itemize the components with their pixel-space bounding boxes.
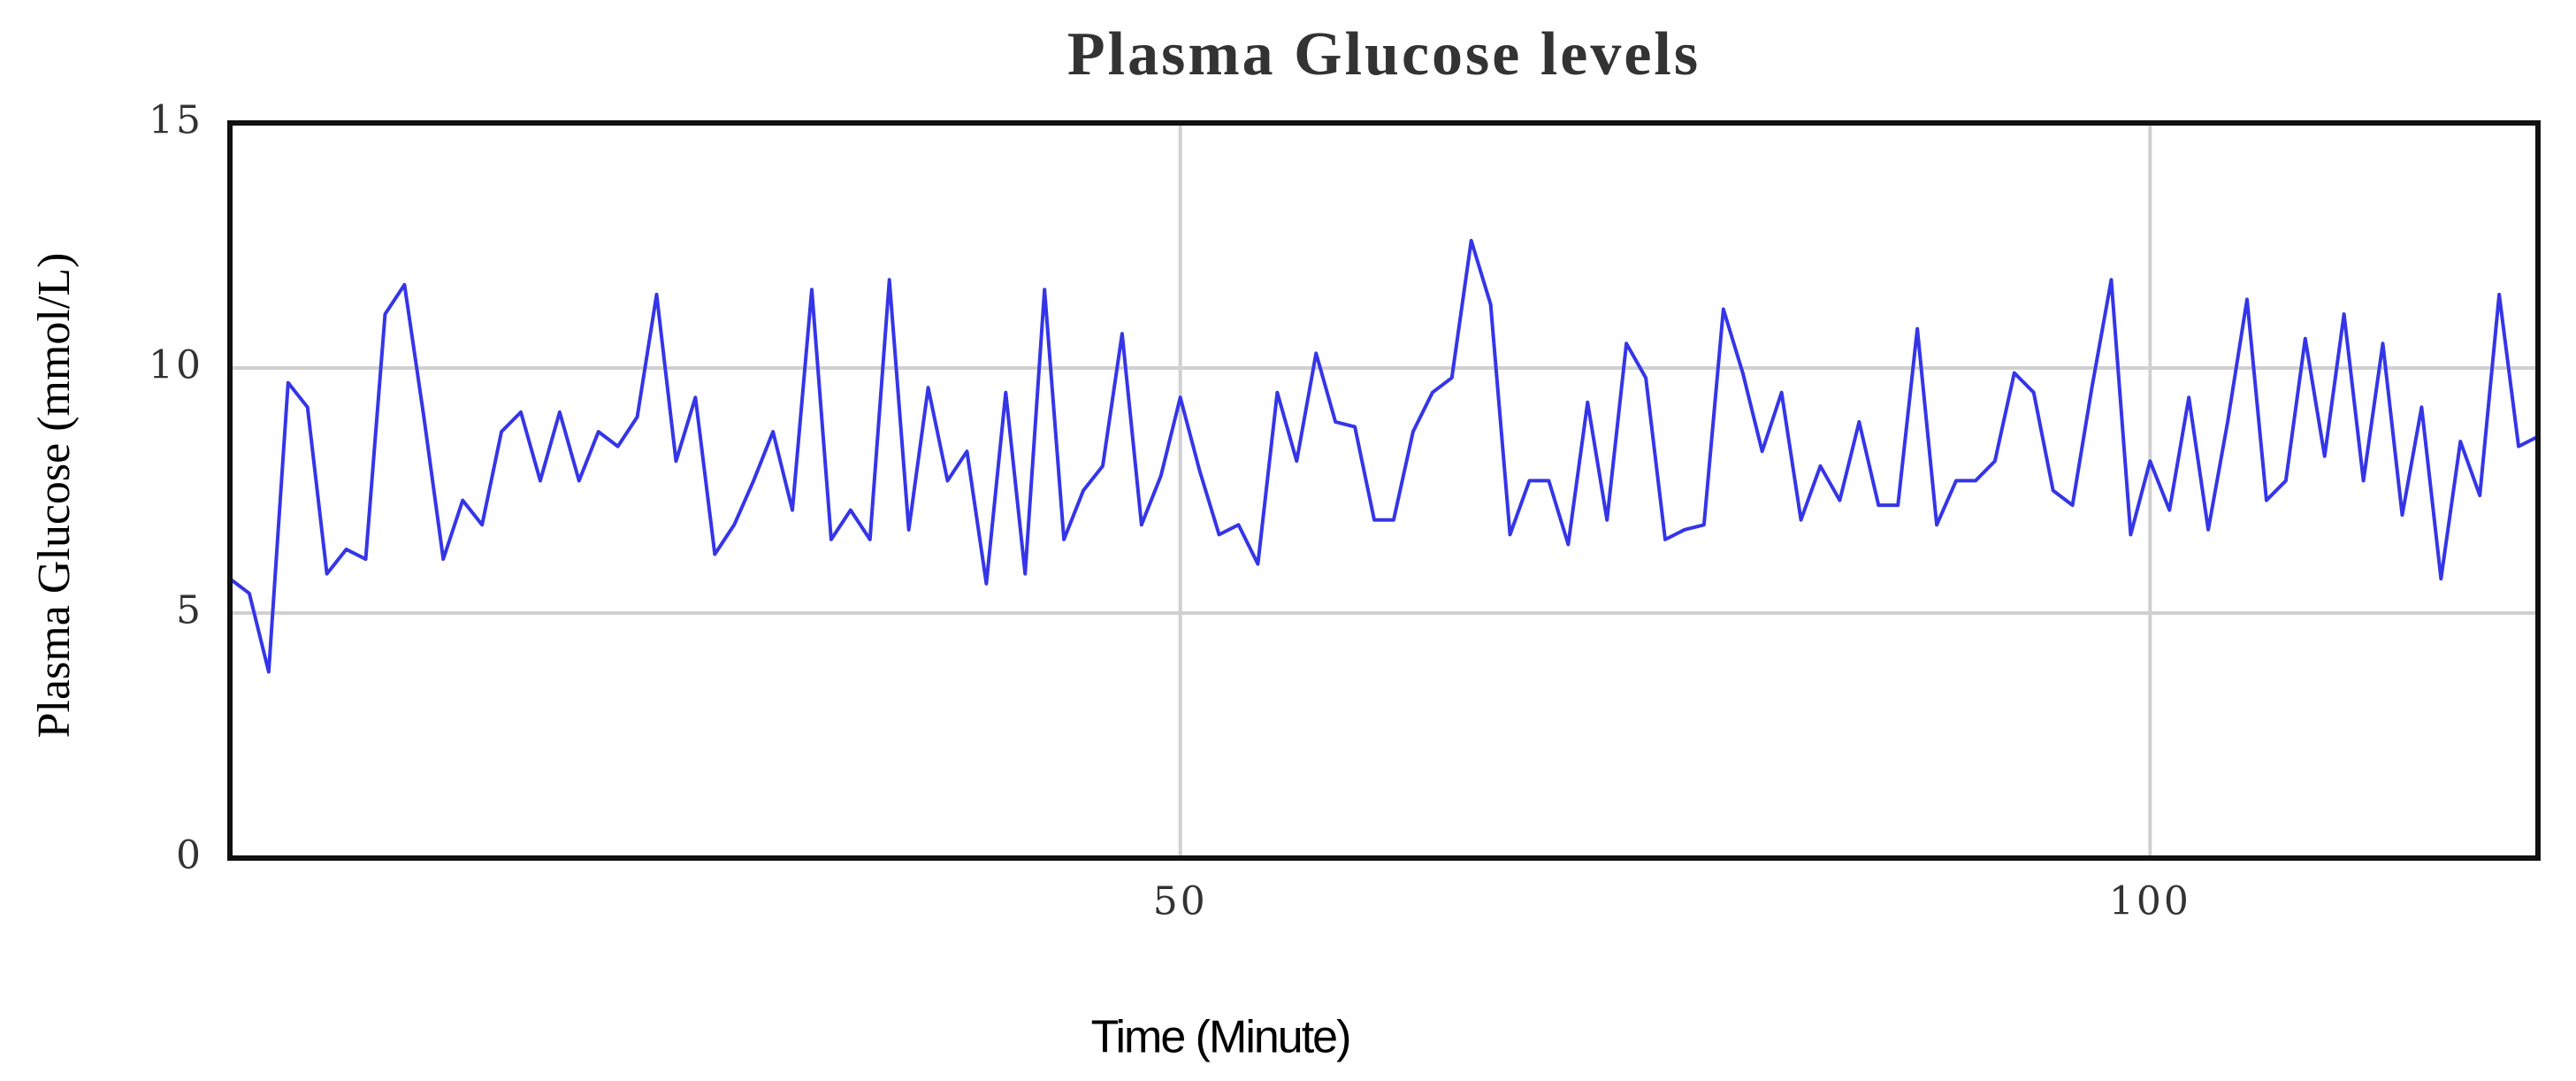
y-tick-label: 10 [149,343,203,388]
y-tick-label: 5 [176,588,203,633]
y-axis-label: Plasma Glucose (mmol/L) [29,253,80,739]
plot-frame [227,120,2541,861]
x-axis-label: Time (Minute) [1091,1012,1350,1063]
y-tick-label: 0 [176,833,203,878]
y-tick-label: 15 [149,98,203,143]
x-tick-label: 100 [2109,879,2191,924]
data-line [228,238,2539,674]
chart-title: Plasma Glucose levels [1067,20,1701,88]
x-tick-label: 50 [1153,879,1208,924]
